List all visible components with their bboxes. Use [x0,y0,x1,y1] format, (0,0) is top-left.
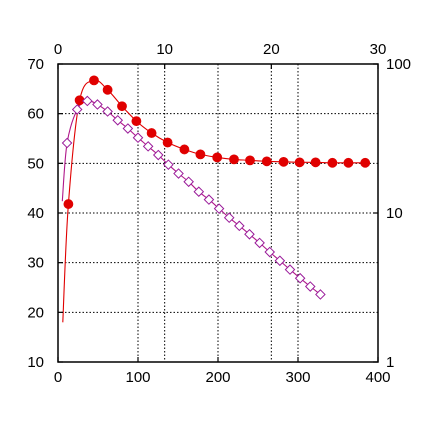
series-1-point [89,75,99,86]
series-1-point [261,156,272,167]
tick-label-bottom: 300 [285,369,310,386]
series-1-point [63,199,74,209]
series-2-point [223,212,235,224]
series-1-point [360,157,371,168]
series-1-point [146,128,157,138]
series-1-point [343,157,354,168]
series-2-point [173,168,184,179]
series-1-point [310,157,321,168]
tick-marks [57,63,379,363]
series-1-point [294,157,305,168]
tick-label-top: 20 [263,41,280,58]
series-2-point [61,137,73,149]
series-2-point [294,272,306,284]
series-1-point [102,84,113,95]
tick-labels: 0 100 200 300 400 0 10 20 30 10 20 30 40 50 60 70 1 10 100 [27,41,411,386]
tick-label-left: 40 [27,205,44,222]
series-2-point [183,176,194,188]
series-2-point [244,228,255,240]
series-1-point [131,116,142,127]
series-2-point [193,186,205,197]
tick-label-bottom: 100 [125,369,150,386]
tick-label-top: 30 [370,41,387,58]
series-1-point [212,152,223,163]
tick-label-bottom: 200 [205,369,230,386]
tick-label-right: 10 [386,205,403,222]
series-2-point [203,194,215,205]
series-2-point [234,220,245,232]
series-1-point [195,149,206,160]
series-2-point [284,264,296,275]
series-1-point [245,155,255,166]
series-2-point [315,289,326,300]
series-2-point [254,237,265,249]
series-2-point [163,159,174,170]
tick-label-top: 0 [54,41,62,58]
tick-label-left: 10 [27,354,44,371]
series-2-point [82,95,93,107]
tick-label-left: 70 [27,56,44,73]
series-markers [61,75,371,300]
series-2-point [132,132,144,144]
tick-label-left: 50 [27,155,44,172]
series-2-point [112,114,124,126]
series-1-point [162,137,173,148]
series-2-point [213,203,225,214]
series-2-point [152,149,164,161]
series-1-point [327,157,338,168]
tick-label-top: 10 [156,41,173,58]
series-2-point [122,123,134,134]
series-2-point [264,246,276,258]
tick-label-left: 30 [27,255,44,272]
tick-label-bottom: 400 [365,369,390,386]
series-1-point [179,144,190,155]
series-2-point [92,99,103,110]
tick-label-left: 60 [27,106,44,123]
grid [58,64,378,362]
series-2-point [102,106,113,117]
tick-label-left: 20 [27,304,44,321]
series-2-point [142,141,154,152]
series-2-point [71,104,83,115]
series-1-point [229,154,239,165]
series-2-point [274,255,286,267]
tick-label-right: 100 [386,56,411,73]
tick-label-right: 1 [386,354,394,371]
series-2-point [304,281,316,292]
tick-label-bottom: 0 [54,369,62,386]
series-1-point [278,156,289,167]
series-1-point [117,101,127,112]
